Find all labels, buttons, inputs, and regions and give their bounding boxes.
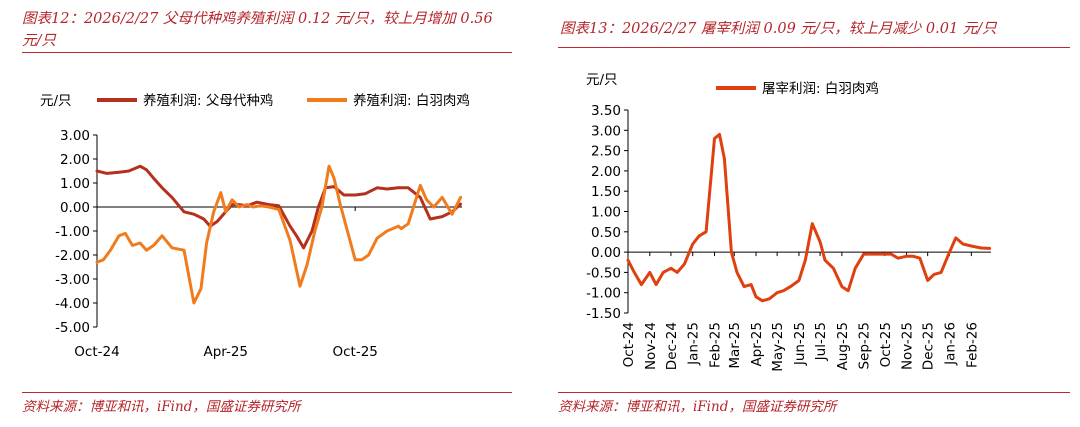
- right-x-tick-label: Feb-25: [708, 322, 724, 368]
- left-y-tick-label: -4.00: [55, 296, 90, 312]
- right-x-tick-label: Apr-25: [749, 322, 765, 367]
- right-x-tick-label: May-25: [770, 322, 786, 372]
- right-x-tick-label: Jan-25: [686, 322, 702, 366]
- right-x-tick-label: Dec-25: [921, 322, 937, 370]
- right-y-tick-label: 1.50: [591, 184, 621, 200]
- right-x-tick-label: Sep-25: [857, 322, 873, 370]
- right-figure-title: 图表13：2026/2/27 屠宰利润 0.09 元/只，较上月减少 0.01 …: [560, 21, 997, 37]
- left-y-tick-label: 0.00: [60, 200, 90, 216]
- left-y-tick-label: -5.00: [55, 320, 90, 336]
- left-y-tick-label: 3.00: [60, 128, 90, 144]
- right-x-tick-label: Nov-25: [900, 322, 916, 370]
- left-legend-label-2: 养殖利润: 白羽肉鸡: [353, 92, 470, 109]
- left-figure-panel: 图表12：2026/2/27 父母代种鸡养殖利润 0.12 元/只，较上月增加 …: [0, 0, 530, 427]
- right-y-tick-label: -1.50: [586, 306, 621, 322]
- right-source-note: 资料来源：博亚和讯，iFind，国盛证券研究所: [558, 399, 837, 415]
- right-x-tick-label: Mar-25: [727, 322, 743, 369]
- right-x-tick-label: Oct-24: [621, 322, 637, 367]
- left-y-tick-label: 1.00: [60, 176, 90, 192]
- left-x-tick-label: Oct-24: [74, 344, 119, 360]
- left-x-tick-label: Oct-25: [332, 344, 377, 360]
- right-y-tick-label: 3.50: [591, 103, 621, 119]
- right-x-tick-label: Dec-24: [664, 322, 680, 370]
- right-chart: 3.50 3.00 2.50 2.00 1.50 1.00 0.50 0.00 -0.50 -1.…: [586, 72, 992, 372]
- left-source-note: 资料来源：博亚和讯，iFind，国盛证券研究所: [22, 399, 301, 415]
- right-series-line-1: [626, 132, 992, 303]
- right-x-tick-label: Aug-25: [835, 322, 851, 370]
- right-y-tick-label: 3.00: [591, 123, 621, 139]
- right-figure-panel: 图表13：2026/2/27 屠宰利润 0.09 元/只，较上月减少 0.01 …: [548, 0, 1080, 427]
- left-series-line-1: [95, 164, 463, 250]
- left-source-rule: [22, 392, 512, 393]
- left-chart: 3.00 2.00 1.00 0.00 -1.00 -2.00 -3.00 -4.00 -5.0…: [40, 92, 470, 360]
- right-x-tick-label: Jan-26: [942, 322, 958, 366]
- right-x-tick-label: Feb-26: [964, 322, 980, 368]
- right-y-tick-label: 1.00: [591, 205, 621, 221]
- right-x-tick-label: Jun-25: [792, 322, 808, 366]
- right-y-tick-label: 2.00: [591, 164, 621, 180]
- left-title-rule: [22, 52, 512, 53]
- left-y-tick-label: -2.00: [55, 248, 90, 264]
- right-legend-label-1: 屠宰利润: 白羽肉鸡: [762, 80, 879, 97]
- right-y-tick-label: -1.00: [586, 286, 621, 302]
- left-legend-label-1: 养殖利润: 父母代种鸡: [143, 92, 273, 109]
- right-y-axis-unit: 元/只: [586, 72, 618, 88]
- right-x-tick-label: Jul-25: [813, 322, 829, 361]
- right-x-tick-label: Oct-25: [878, 322, 894, 367]
- left-y-axis-unit: 元/只: [40, 93, 72, 109]
- left-figure-title: 图表12：2026/2/27 父母代种鸡养殖利润 0.12 元/只，较上月增加 …: [22, 11, 493, 49]
- left-y-tick-label: -3.00: [55, 272, 90, 288]
- right-y-tick-label: 0.00: [591, 245, 621, 261]
- left-x-tick-label: Apr-25: [203, 344, 248, 360]
- right-source-rule: [558, 392, 1070, 393]
- right-x-tick-label: Nov-24: [643, 322, 659, 370]
- left-series-line-2: [95, 164, 463, 305]
- right-title-rule: [558, 47, 1070, 48]
- right-y-tick-label: 2.50: [591, 144, 621, 160]
- right-y-tick-label: 0.50: [591, 225, 621, 241]
- left-y-tick-label: -1.00: [55, 224, 90, 240]
- left-y-tick-label: 2.00: [60, 152, 90, 168]
- right-y-tick-label: -0.50: [586, 265, 621, 281]
